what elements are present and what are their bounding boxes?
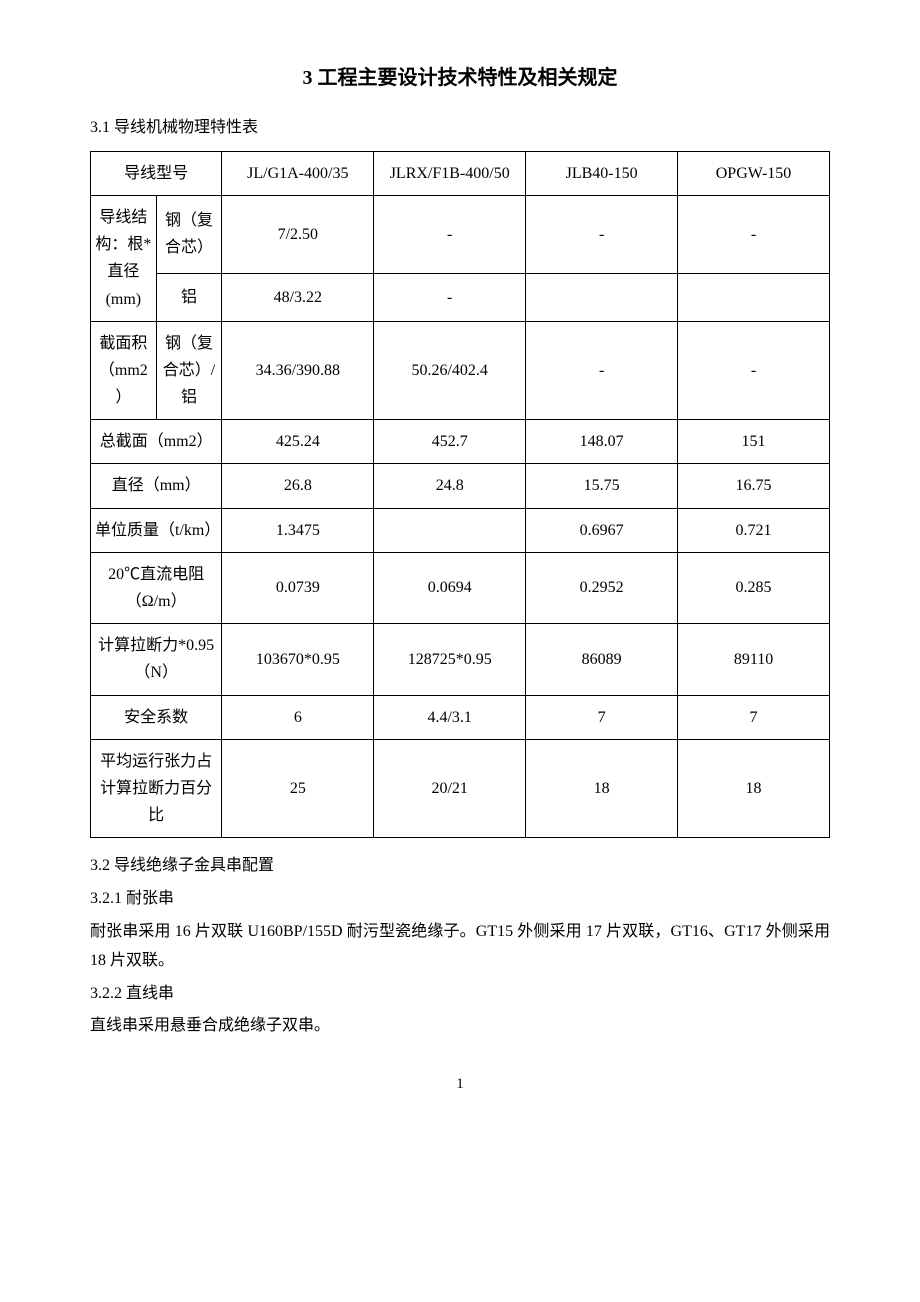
cell: 18 bbox=[678, 739, 830, 838]
cell: 103670*0.95 bbox=[222, 624, 374, 695]
cell: 0.6967 bbox=[526, 508, 678, 552]
cell: 34.36/390.88 bbox=[222, 321, 374, 420]
table-row: 安全系数 6 4.4/3.1 7 7 bbox=[91, 695, 830, 739]
cell: 24.8 bbox=[374, 464, 526, 508]
cell: 86089 bbox=[526, 624, 678, 695]
header-c3: JLB40-150 bbox=[526, 151, 678, 195]
row-resistance: 20℃直流电阻（Ω/m） bbox=[91, 552, 222, 623]
cell: 151 bbox=[678, 420, 830, 464]
cell: 6 bbox=[222, 695, 374, 739]
sub-steel-al: 钢（复合芯）/铝 bbox=[156, 321, 222, 420]
cell: 0.0694 bbox=[374, 552, 526, 623]
cell: 4.4/3.1 bbox=[374, 695, 526, 739]
section-3-2-1-heading: 3.2.1 耐张串 bbox=[90, 885, 830, 914]
table-row: 截面积（mm2） 钢（复合芯）/铝 34.36/390.88 50.26/402… bbox=[91, 321, 830, 420]
row-avg-tension: 平均运行张力占计算拉断力百分比 bbox=[91, 739, 222, 838]
table-row: 直径（mm） 26.8 24.8 15.75 16.75 bbox=[91, 464, 830, 508]
section-3-2-heading: 3.2 导线绝缘子金具串配置 bbox=[90, 852, 830, 881]
cell: 26.8 bbox=[222, 464, 374, 508]
cell: 15.75 bbox=[526, 464, 678, 508]
header-label: 导线型号 bbox=[91, 151, 222, 195]
row-unit-mass: 单位质量（t/km） bbox=[91, 508, 222, 552]
row-safety-factor: 安全系数 bbox=[91, 695, 222, 739]
table-row: 平均运行张力占计算拉断力百分比 25 20/21 18 18 bbox=[91, 739, 830, 838]
table-row: 单位质量（t/km） 1.3475 0.6967 0.721 bbox=[91, 508, 830, 552]
cell: 425.24 bbox=[222, 420, 374, 464]
cell: - bbox=[374, 195, 526, 273]
cell: 50.26/402.4 bbox=[374, 321, 526, 420]
para-3-2-1: 耐张串采用 16 片双联 U160BP/155D 耐污型瓷绝缘子。GT15 外侧… bbox=[90, 918, 830, 976]
cell: - bbox=[374, 273, 526, 321]
cell: - bbox=[678, 321, 830, 420]
header-c4: OPGW-150 bbox=[678, 151, 830, 195]
cell: - bbox=[526, 321, 678, 420]
cell: 0.2952 bbox=[526, 552, 678, 623]
cell bbox=[526, 273, 678, 321]
cell bbox=[678, 273, 830, 321]
group-area: 截面积（mm2） bbox=[91, 321, 157, 420]
cell: 128725*0.95 bbox=[374, 624, 526, 695]
cell: 16.75 bbox=[678, 464, 830, 508]
cell: 148.07 bbox=[526, 420, 678, 464]
header-c2: JLRX/F1B-400/50 bbox=[374, 151, 526, 195]
cell: 7/2.50 bbox=[222, 195, 374, 273]
cell: - bbox=[678, 195, 830, 273]
section-3-2-2-heading: 3.2.2 直线串 bbox=[90, 980, 830, 1009]
table-row: 导线型号 JL/G1A-400/35 JLRX/F1B-400/50 JLB40… bbox=[91, 151, 830, 195]
section-3-1-heading: 3.1 导线机械物理特性表 bbox=[90, 114, 830, 143]
header-c1: JL/G1A-400/35 bbox=[222, 151, 374, 195]
sub-aluminum: 铝 bbox=[156, 273, 222, 321]
cell: 7 bbox=[526, 695, 678, 739]
cell bbox=[374, 508, 526, 552]
table-row: 20℃直流电阻（Ω/m） 0.0739 0.0694 0.2952 0.285 bbox=[91, 552, 830, 623]
cell: 0.285 bbox=[678, 552, 830, 623]
cell: - bbox=[526, 195, 678, 273]
cell: 18 bbox=[526, 739, 678, 838]
cell: 0.721 bbox=[678, 508, 830, 552]
row-total-area: 总截面（mm2） bbox=[91, 420, 222, 464]
group-structure: 导线结构：根*直径(mm) bbox=[91, 195, 157, 321]
para-3-2-2: 直线串采用悬垂合成绝缘子双串。 bbox=[90, 1012, 830, 1041]
table-row: 计算拉断力*0.95（N） 103670*0.95 128725*0.95 86… bbox=[91, 624, 830, 695]
table-row: 铝 48/3.22 - bbox=[91, 273, 830, 321]
cell: 48/3.22 bbox=[222, 273, 374, 321]
cell: 452.7 bbox=[374, 420, 526, 464]
cell: 89110 bbox=[678, 624, 830, 695]
cell: 7 bbox=[678, 695, 830, 739]
row-breaking-force: 计算拉断力*0.95（N） bbox=[91, 624, 222, 695]
cell: 20/21 bbox=[374, 739, 526, 838]
cell: 25 bbox=[222, 739, 374, 838]
page-number: 1 bbox=[90, 1071, 830, 1098]
cell: 1.3475 bbox=[222, 508, 374, 552]
properties-table: 导线型号 JL/G1A-400/35 JLRX/F1B-400/50 JLB40… bbox=[90, 151, 830, 839]
page-title: 3 工程主要设计技术特性及相关规定 bbox=[90, 60, 830, 96]
sub-steel: 钢（复合芯） bbox=[156, 195, 222, 273]
cell: 0.0739 bbox=[222, 552, 374, 623]
row-diameter: 直径（mm） bbox=[91, 464, 222, 508]
table-row: 总截面（mm2） 425.24 452.7 148.07 151 bbox=[91, 420, 830, 464]
table-row: 导线结构：根*直径(mm) 钢（复合芯） 7/2.50 - - - bbox=[91, 195, 830, 273]
